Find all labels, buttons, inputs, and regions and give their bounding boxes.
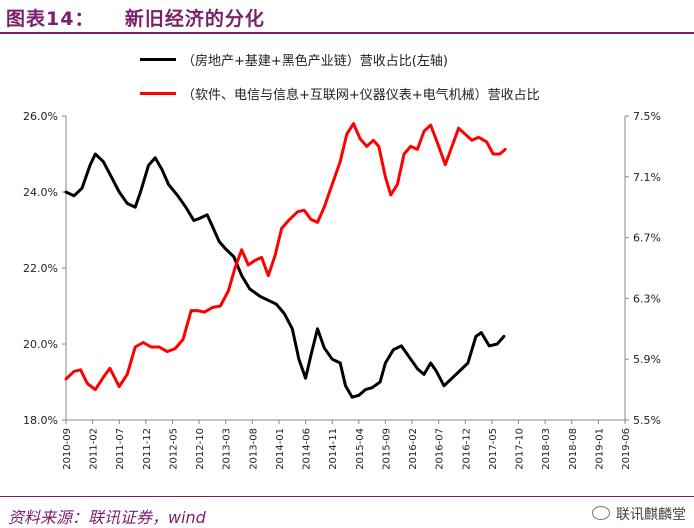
x-axis-tick-label: 2011-02	[89, 428, 100, 470]
header-divider	[0, 32, 694, 34]
report-footer: 资料来源：联讯证券，wind 联讯麒麟堂	[0, 496, 694, 528]
x-axis-tick-label: 2010-09	[62, 428, 73, 470]
legend-item-new-economy: （软件、电信与信息+互联网+仪器仪表+电气机械）营收占比	[140, 78, 680, 112]
right-axis-tick-label: 5.9%	[633, 353, 661, 366]
figure-title: 图表14： 新旧经济的分化	[6, 8, 265, 30]
x-axis-tick-label: 2018-08	[568, 428, 579, 470]
x-axis-tick-label: 2015-04	[355, 428, 366, 470]
x-axis-tick-label: 2014-11	[328, 428, 339, 470]
brand-watermark: 联讯麒麟堂	[592, 504, 686, 524]
left-axis-tick-label: 18.0%	[23, 414, 58, 427]
right-axis-tick-label: 6.7%	[633, 232, 661, 245]
left-axis-tick-label: 24.0%	[23, 186, 58, 199]
wechat-icon	[592, 506, 610, 520]
x-axis-tick-label: 2017-10	[515, 428, 526, 470]
legend-label-old-economy: （房地产+基建+黑色产业链）营收占比(左轴)	[182, 54, 448, 69]
source-note: 资料来源：联讯证券，wind	[8, 508, 206, 527]
x-axis-tick-label: 2012-10	[195, 428, 206, 470]
x-axis-tick-label: 2011-07	[115, 428, 126, 470]
legend-item-old-economy: （房地产+基建+黑色产业链）营收占比(左轴)	[140, 44, 680, 78]
legend-swatch-red	[140, 92, 176, 95]
x-axis-tick-label: 2017-05	[488, 428, 499, 470]
report-header: 图表14： 新旧经济的分化	[0, 0, 694, 34]
x-axis-tick-label: 2018-03	[541, 428, 552, 470]
dual-axis-line-chart: 18.0% 20.0% 22.0% 24.0% 26.0% 5.5% 5.9% 6.3% 6.7…	[23, 110, 661, 470]
x-axis-tick-label: 2012-05	[168, 428, 179, 470]
left-axis-tick-label: 26.0%	[23, 110, 58, 123]
right-axis-tick-label: 7.1%	[633, 171, 661, 184]
legend-label-new-economy: （软件、电信与信息+互联网+仪器仪表+电气机械）营收占比	[182, 88, 540, 103]
x-axis-tick-label: 2019-06	[621, 428, 632, 470]
x-axis-tick-label: 2016-07	[435, 428, 446, 470]
right-axis-tick-label: 6.3%	[633, 292, 661, 305]
x-axis-tick-label: 2011-12	[142, 428, 153, 470]
new-economy-series-line	[64, 122, 507, 392]
x-axis-tick-label: 2014-06	[302, 428, 313, 470]
old-economy-series-line	[64, 152, 506, 399]
x-axis-tick-label: 2015-09	[381, 428, 392, 470]
x-axis-tick-label: 2016-02	[408, 428, 419, 470]
brand-name: 联讯麒麟堂	[616, 507, 686, 523]
x-axis-tick-label: 2019-01	[594, 428, 605, 470]
x-axis-tick-label: 2013-03	[222, 428, 233, 470]
x-axis-tick-label: 2013-08	[248, 428, 259, 470]
chart-legend: （房地产+基建+黑色产业链）营收占比(左轴) （软件、电信与信息+互联网+仪器仪…	[140, 44, 680, 112]
legend-swatch-black	[140, 58, 176, 61]
footer-divider	[0, 496, 694, 497]
right-axis-tick-label: 5.5%	[633, 414, 661, 427]
x-axis-tick-label: 2016-12	[461, 428, 472, 470]
left-axis-tick-label: 20.0%	[23, 338, 58, 351]
x-axis-tick-label: 2014-01	[275, 428, 286, 470]
right-axis-tick-label: 7.5%	[633, 110, 661, 123]
left-axis-tick-label: 22.0%	[23, 262, 58, 275]
